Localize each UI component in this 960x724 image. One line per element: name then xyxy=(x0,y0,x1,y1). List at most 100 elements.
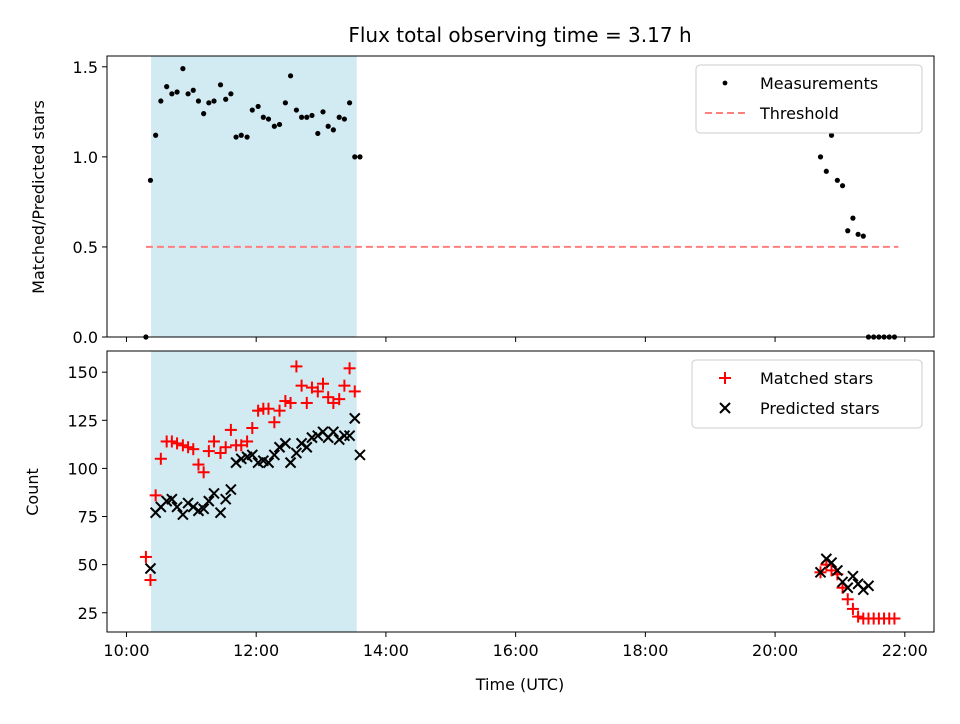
measurement-point xyxy=(180,66,186,72)
y-tick-label: 0.5 xyxy=(73,238,98,257)
measurement-point xyxy=(190,87,196,93)
x-tick-label: 14:00 xyxy=(363,641,409,660)
ratio-observing-window xyxy=(151,56,357,337)
measurement-point xyxy=(211,98,217,104)
count-y-axis-label: Count xyxy=(23,468,42,516)
matched-star-point xyxy=(197,466,210,479)
predicted-star-point xyxy=(862,580,875,592)
matched-star-point xyxy=(241,435,254,448)
ratio-legend-box xyxy=(695,64,923,134)
measurement-point xyxy=(357,154,363,160)
predicted-star-point xyxy=(262,456,275,469)
x-tick-label: 12:00 xyxy=(233,641,279,660)
ratio-panel: 0.0 0.5 1.0 1.5 Matched/Predicted stars Mea… xyxy=(29,55,935,347)
matched-star-point xyxy=(343,362,356,375)
measurement-point xyxy=(164,84,170,90)
predicted-star-point xyxy=(842,582,854,594)
measurement-point xyxy=(153,132,159,138)
count-legend: Matched stars Predicted stars xyxy=(691,359,923,429)
measurement-point xyxy=(244,134,250,140)
legend-predicted-marker xyxy=(719,402,731,414)
matched-star-point xyxy=(338,379,351,392)
measurement-point xyxy=(238,132,244,138)
measurement-point xyxy=(320,109,326,115)
predicted-star-point xyxy=(208,487,220,500)
y-tick-label: 1.0 xyxy=(73,148,98,167)
matched-star-point xyxy=(176,439,189,452)
measurement-point xyxy=(336,114,342,120)
matched-star-point xyxy=(262,402,275,415)
measurement-point xyxy=(304,114,310,120)
measurement-point xyxy=(330,127,336,133)
measurement-point xyxy=(817,154,824,160)
predicted-star-point xyxy=(301,441,313,453)
count-axis-ticks: 10:00 12:00 14:00 16:00 18:00 20:00 22:00 25 50 7… xyxy=(67,363,927,660)
measurement-point xyxy=(341,116,347,122)
y-tick-label: 1.5 xyxy=(73,58,98,77)
measurement-point xyxy=(293,107,299,113)
y-tick-label: 0.0 xyxy=(73,328,98,347)
matched-star-point xyxy=(165,435,178,448)
y-tick-label: 100 xyxy=(67,459,98,478)
predicted-star-point xyxy=(831,564,844,577)
measurement-point xyxy=(201,111,207,117)
predicted-star-point xyxy=(273,441,286,453)
measurement-point xyxy=(195,98,202,104)
measurement-point xyxy=(352,154,358,160)
matched-star-point xyxy=(348,385,361,398)
matched-star-point xyxy=(171,437,184,450)
count-panel: 10:00 12:00 14:00 16:00 18:00 20:00 22:00 25 50 7… xyxy=(23,350,935,694)
predicted-star-point xyxy=(825,557,838,569)
measurement-point xyxy=(276,121,283,128)
predicted-star-point xyxy=(814,566,827,579)
matched-star-point xyxy=(852,610,865,623)
legend-matched-label: Matched stars xyxy=(760,369,873,388)
measurement-point xyxy=(265,116,272,122)
predicted-star-point xyxy=(279,437,292,450)
matched-star-point xyxy=(182,441,195,454)
predicted-star-point xyxy=(327,426,340,438)
count-observing-window xyxy=(151,351,357,632)
matched-star-point xyxy=(214,447,227,460)
measurement-point xyxy=(823,168,829,174)
measurement-point xyxy=(834,177,840,183)
measurement-point xyxy=(828,132,835,138)
ratio-y-axis-label: Matched/Predicted stars xyxy=(29,100,48,294)
predicted-star-point xyxy=(225,483,237,496)
matched-star-point xyxy=(279,395,292,408)
count-legend-box xyxy=(691,359,923,429)
matched-star-point xyxy=(316,377,329,390)
predicted-star-point xyxy=(290,447,303,459)
measurement-point xyxy=(850,215,856,221)
matched-star-point xyxy=(224,423,237,436)
x-tick-label: 10:00 xyxy=(103,641,149,660)
matched-star-point xyxy=(300,396,313,409)
y-tick-label: 125 xyxy=(67,411,98,430)
ratio-legend: Measurements Threshold xyxy=(695,64,923,134)
count-plot-area xyxy=(139,360,901,625)
measurement-point xyxy=(147,177,154,183)
x-tick-label: 22:00 xyxy=(882,641,928,660)
chart-title: Flux total observing time = 3.17 h xyxy=(348,23,691,47)
predicted-star-point xyxy=(171,501,183,513)
predicted-star-point xyxy=(349,412,361,425)
x-axis-label: Time (UTC) xyxy=(475,675,564,694)
measurement-point xyxy=(249,107,255,113)
measurement-point xyxy=(255,103,261,110)
predicted-star-point xyxy=(338,429,351,442)
legend-measurements-marker xyxy=(722,80,728,86)
measurement-point xyxy=(282,100,288,106)
measurement-point xyxy=(158,98,164,104)
measurement-point xyxy=(223,96,229,102)
predicted-star-point xyxy=(177,508,189,521)
measurement-point xyxy=(174,89,180,95)
legend-predicted-label: Predicted stars xyxy=(760,399,880,418)
y-tick-label: 25 xyxy=(78,604,98,623)
measurement-point xyxy=(228,91,234,97)
measurement-point xyxy=(233,134,239,140)
matched-star-point xyxy=(841,593,854,606)
predicted-star-point xyxy=(246,449,258,461)
legend-measurements-label: Measurements xyxy=(760,74,878,93)
measurement-point xyxy=(346,100,353,106)
